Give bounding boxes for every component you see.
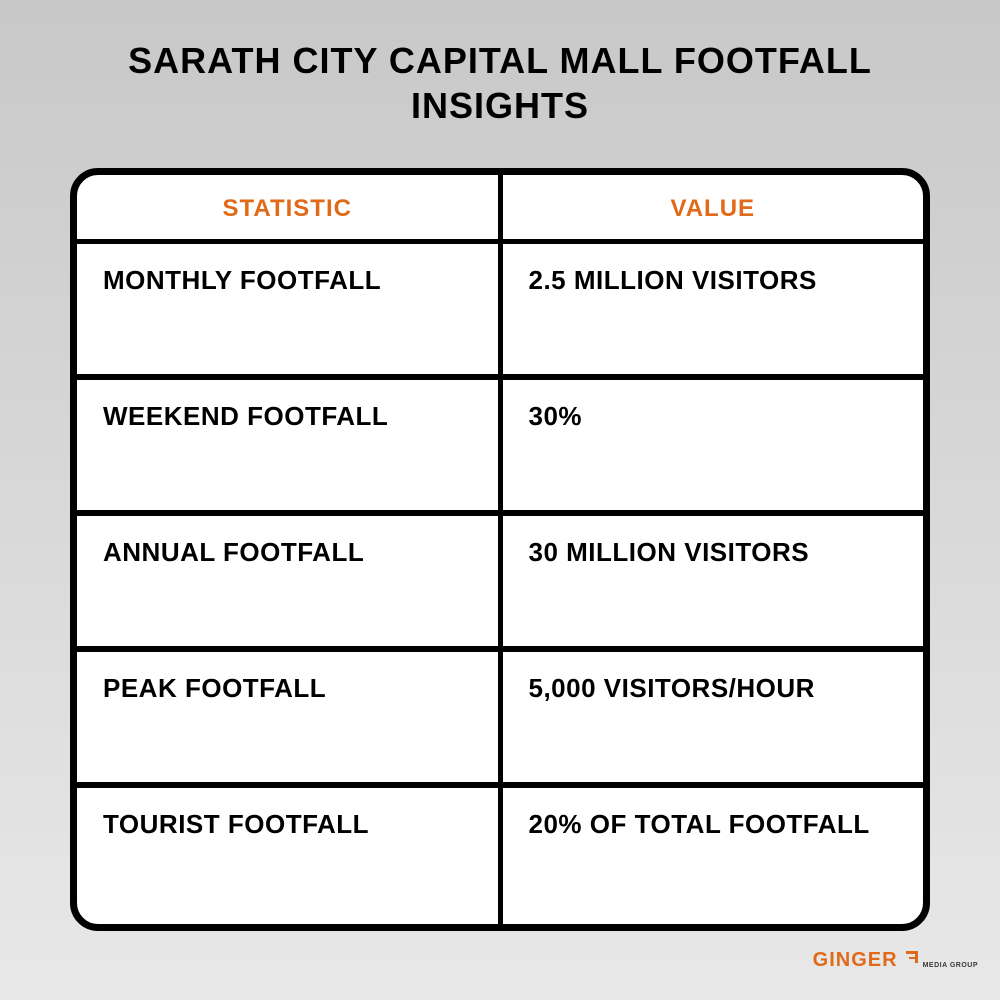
title-line-1: SARATH CITY CAPITAL MALL FOOTFALL (128, 40, 872, 81)
cell-value: 2.5 MILLION VISITORS (503, 244, 924, 374)
cell-value: 30% (503, 380, 924, 510)
table-header-row: STATISTIC VALUE (77, 175, 923, 244)
cell-statistic: TOURIST FOOTFALL (77, 788, 503, 924)
cell-value: 30 MILLION VISITORS (503, 516, 924, 646)
cell-value: 5,000 VISITORS/HOUR (503, 652, 924, 782)
logo-text: GINGER (813, 949, 898, 972)
title-line-2: INSIGHTS (411, 85, 589, 126)
cell-statistic: WEEKEND FOOTFALL (77, 380, 503, 510)
table-row: TOURIST FOOTFALL 20% OF TOTAL FOOTFALL (77, 788, 923, 924)
table-row: MONTHLY FOOTFALL 2.5 MILLION VISITORS (77, 244, 923, 380)
logo-icon (904, 949, 922, 972)
col-header-value: VALUE (503, 175, 924, 239)
cell-statistic: MONTHLY FOOTFALL (77, 244, 503, 374)
brand-logo: GINGER MEDIA GROUP (813, 949, 978, 972)
table-row: ANNUAL FOOTFALL 30 MILLION VISITORS (77, 516, 923, 652)
cell-statistic: PEAK FOOTFALL (77, 652, 503, 782)
table-row: WEEKEND FOOTFALL 30% (77, 380, 923, 516)
insights-table: STATISTIC VALUE MONTHLY FOOTFALL 2.5 MIL… (70, 168, 930, 931)
table-row: PEAK FOOTFALL 5,000 VISITORS/HOUR (77, 652, 923, 788)
col-header-statistic: STATISTIC (77, 175, 503, 239)
page-title: SARATH CITY CAPITAL MALL FOOTFALL INSIGH… (0, 0, 1000, 128)
cell-statistic: ANNUAL FOOTFALL (77, 516, 503, 646)
logo-subtext: MEDIA GROUP (923, 962, 978, 969)
cell-value: 20% OF TOTAL FOOTFALL (503, 788, 924, 924)
